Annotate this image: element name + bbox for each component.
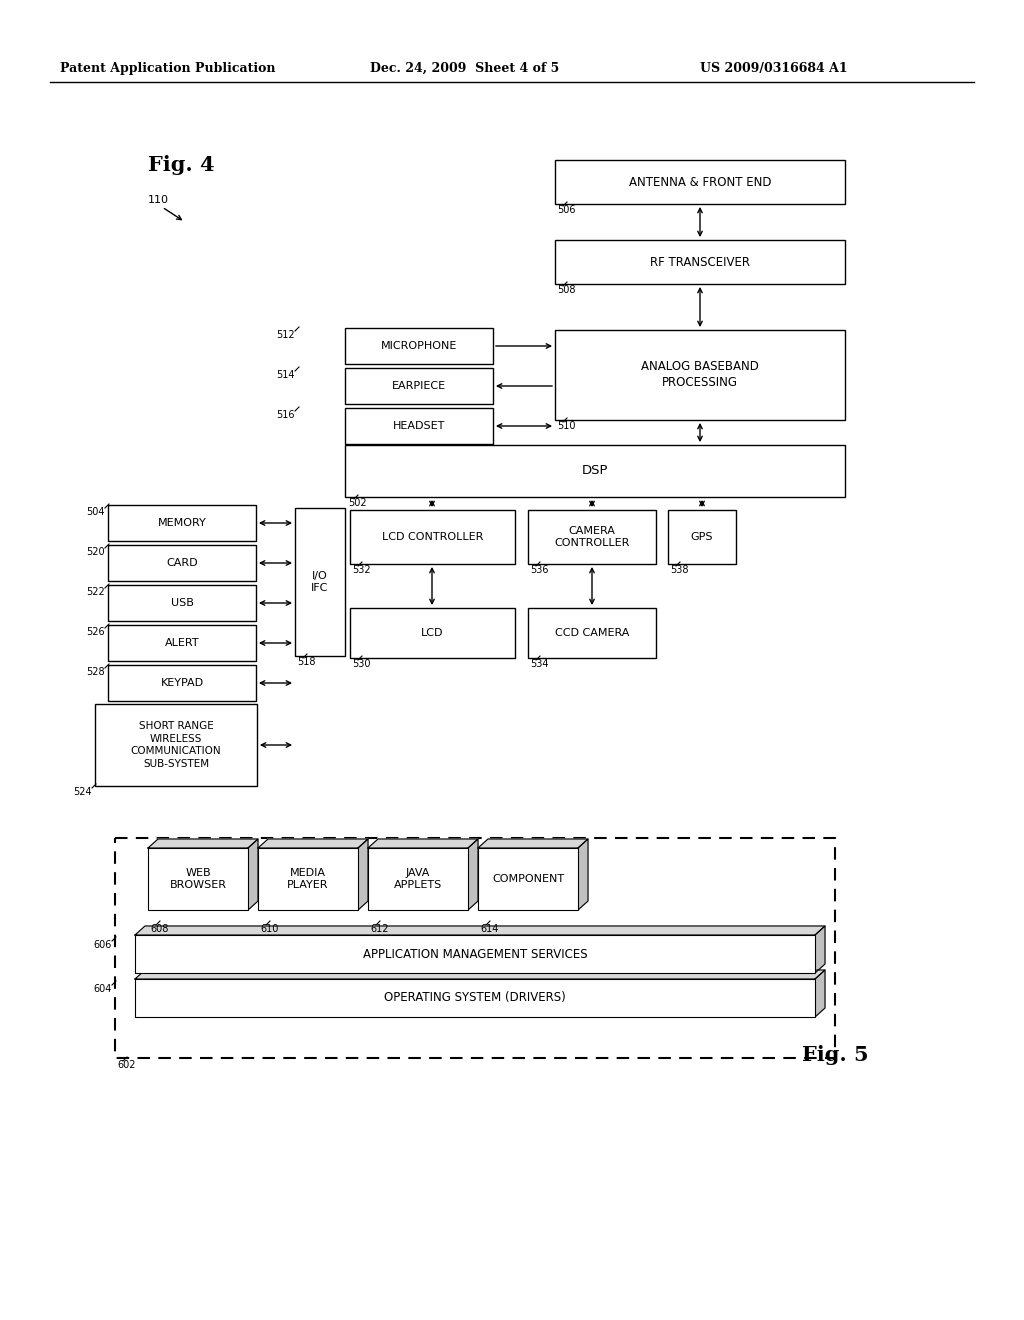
Polygon shape [148,840,258,847]
Text: LCD CONTROLLER: LCD CONTROLLER [382,532,483,543]
Polygon shape [815,927,825,973]
Text: 614: 614 [480,924,499,935]
Text: 510: 510 [557,421,575,432]
Bar [555,160,845,205]
Bar [345,368,493,404]
Polygon shape [135,927,825,935]
Text: 602: 602 [117,1060,135,1071]
Bar [108,585,256,620]
Text: 520: 520 [86,546,105,557]
Bar [668,510,736,564]
Bar [350,609,515,657]
Text: 508: 508 [557,285,575,294]
Text: 606: 606 [93,940,112,950]
Polygon shape [358,840,368,909]
Text: SHORT RANGE
WIRELESS
COMMUNICATION
SUB-SYSTEM: SHORT RANGE WIRELESS COMMUNICATION SUB-S… [131,722,221,768]
Bar [555,330,845,420]
Bar [135,935,815,973]
Bar [555,240,845,284]
Bar [368,847,468,909]
Text: 536: 536 [530,565,549,576]
Text: 528: 528 [86,667,105,677]
Text: WEB
BROWSER: WEB BROWSER [170,867,226,890]
Text: DSP: DSP [582,465,608,478]
Text: 612: 612 [370,924,388,935]
Text: RF TRANSCEIVER: RF TRANSCEIVER [650,256,750,268]
Text: ANTENNA & FRONT END: ANTENNA & FRONT END [629,176,771,189]
Text: US 2009/0316684 A1: US 2009/0316684 A1 [700,62,848,75]
Text: MEMORY: MEMORY [158,517,207,528]
Bar [95,704,257,785]
Text: 504: 504 [86,507,105,517]
Text: 532: 532 [352,565,371,576]
Text: OPERATING SYSTEM (DRIVERS): OPERATING SYSTEM (DRIVERS) [384,991,566,1005]
Text: CCD CAMERA: CCD CAMERA [555,628,629,638]
Text: Dec. 24, 2009  Sheet 4 of 5: Dec. 24, 2009 Sheet 4 of 5 [370,62,559,75]
Polygon shape [368,840,478,847]
Bar [108,506,256,541]
Bar [258,847,358,909]
Text: ALERT: ALERT [165,638,200,648]
Polygon shape [258,840,368,847]
Bar [115,838,835,1059]
Bar [108,665,256,701]
Bar [528,609,656,657]
Text: 512: 512 [276,330,295,341]
Text: Patent Application Publication: Patent Application Publication [60,62,275,75]
Polygon shape [815,970,825,1016]
Polygon shape [578,840,588,909]
Bar [108,545,256,581]
Polygon shape [248,840,258,909]
Bar [295,508,345,656]
Bar [148,847,248,909]
Text: 534: 534 [530,659,549,669]
Text: 522: 522 [86,587,105,597]
Text: I/O
IFC: I/O IFC [311,570,329,593]
Bar [478,847,578,909]
Text: JAVA
APPLETS: JAVA APPLETS [394,867,442,890]
Text: 530: 530 [352,659,371,669]
Text: APPLICATION MANAGEMENT SERVICES: APPLICATION MANAGEMENT SERVICES [362,948,588,961]
Text: USB: USB [171,598,194,609]
Bar [345,408,493,444]
Polygon shape [135,970,825,979]
Bar [528,510,656,564]
Text: MEDIA
PLAYER: MEDIA PLAYER [288,867,329,890]
Text: 514: 514 [276,370,295,380]
Text: ANALOG BASEBAND
PROCESSING: ANALOG BASEBAND PROCESSING [641,360,759,389]
Text: 538: 538 [670,565,688,576]
Text: 502: 502 [348,498,367,508]
Bar [345,445,845,498]
Text: 516: 516 [276,411,295,420]
Text: 518: 518 [297,657,315,667]
Text: 524: 524 [74,787,92,797]
Text: HEADSET: HEADSET [393,421,445,432]
Text: MICROPHONE: MICROPHONE [381,341,457,351]
Text: CARD: CARD [166,558,198,568]
Text: 526: 526 [86,627,105,638]
Text: EARPIECE: EARPIECE [392,381,446,391]
Bar [108,624,256,661]
Text: GPS: GPS [691,532,714,543]
Text: COMPONENT: COMPONENT [492,874,564,884]
Text: KEYPAD: KEYPAD [161,678,204,688]
Text: 506: 506 [557,205,575,215]
Polygon shape [478,840,588,847]
Bar [350,510,515,564]
Text: Fig. 4: Fig. 4 [148,154,215,176]
Text: 110: 110 [148,195,169,205]
Bar [345,327,493,364]
Text: CAMERA
CONTROLLER: CAMERA CONTROLLER [554,525,630,548]
Text: Fig. 5: Fig. 5 [802,1045,868,1065]
Polygon shape [468,840,478,909]
Text: 604: 604 [93,983,112,994]
Bar [135,979,815,1016]
Text: 610: 610 [260,924,279,935]
Text: 608: 608 [150,924,168,935]
Text: LCD: LCD [421,628,443,638]
